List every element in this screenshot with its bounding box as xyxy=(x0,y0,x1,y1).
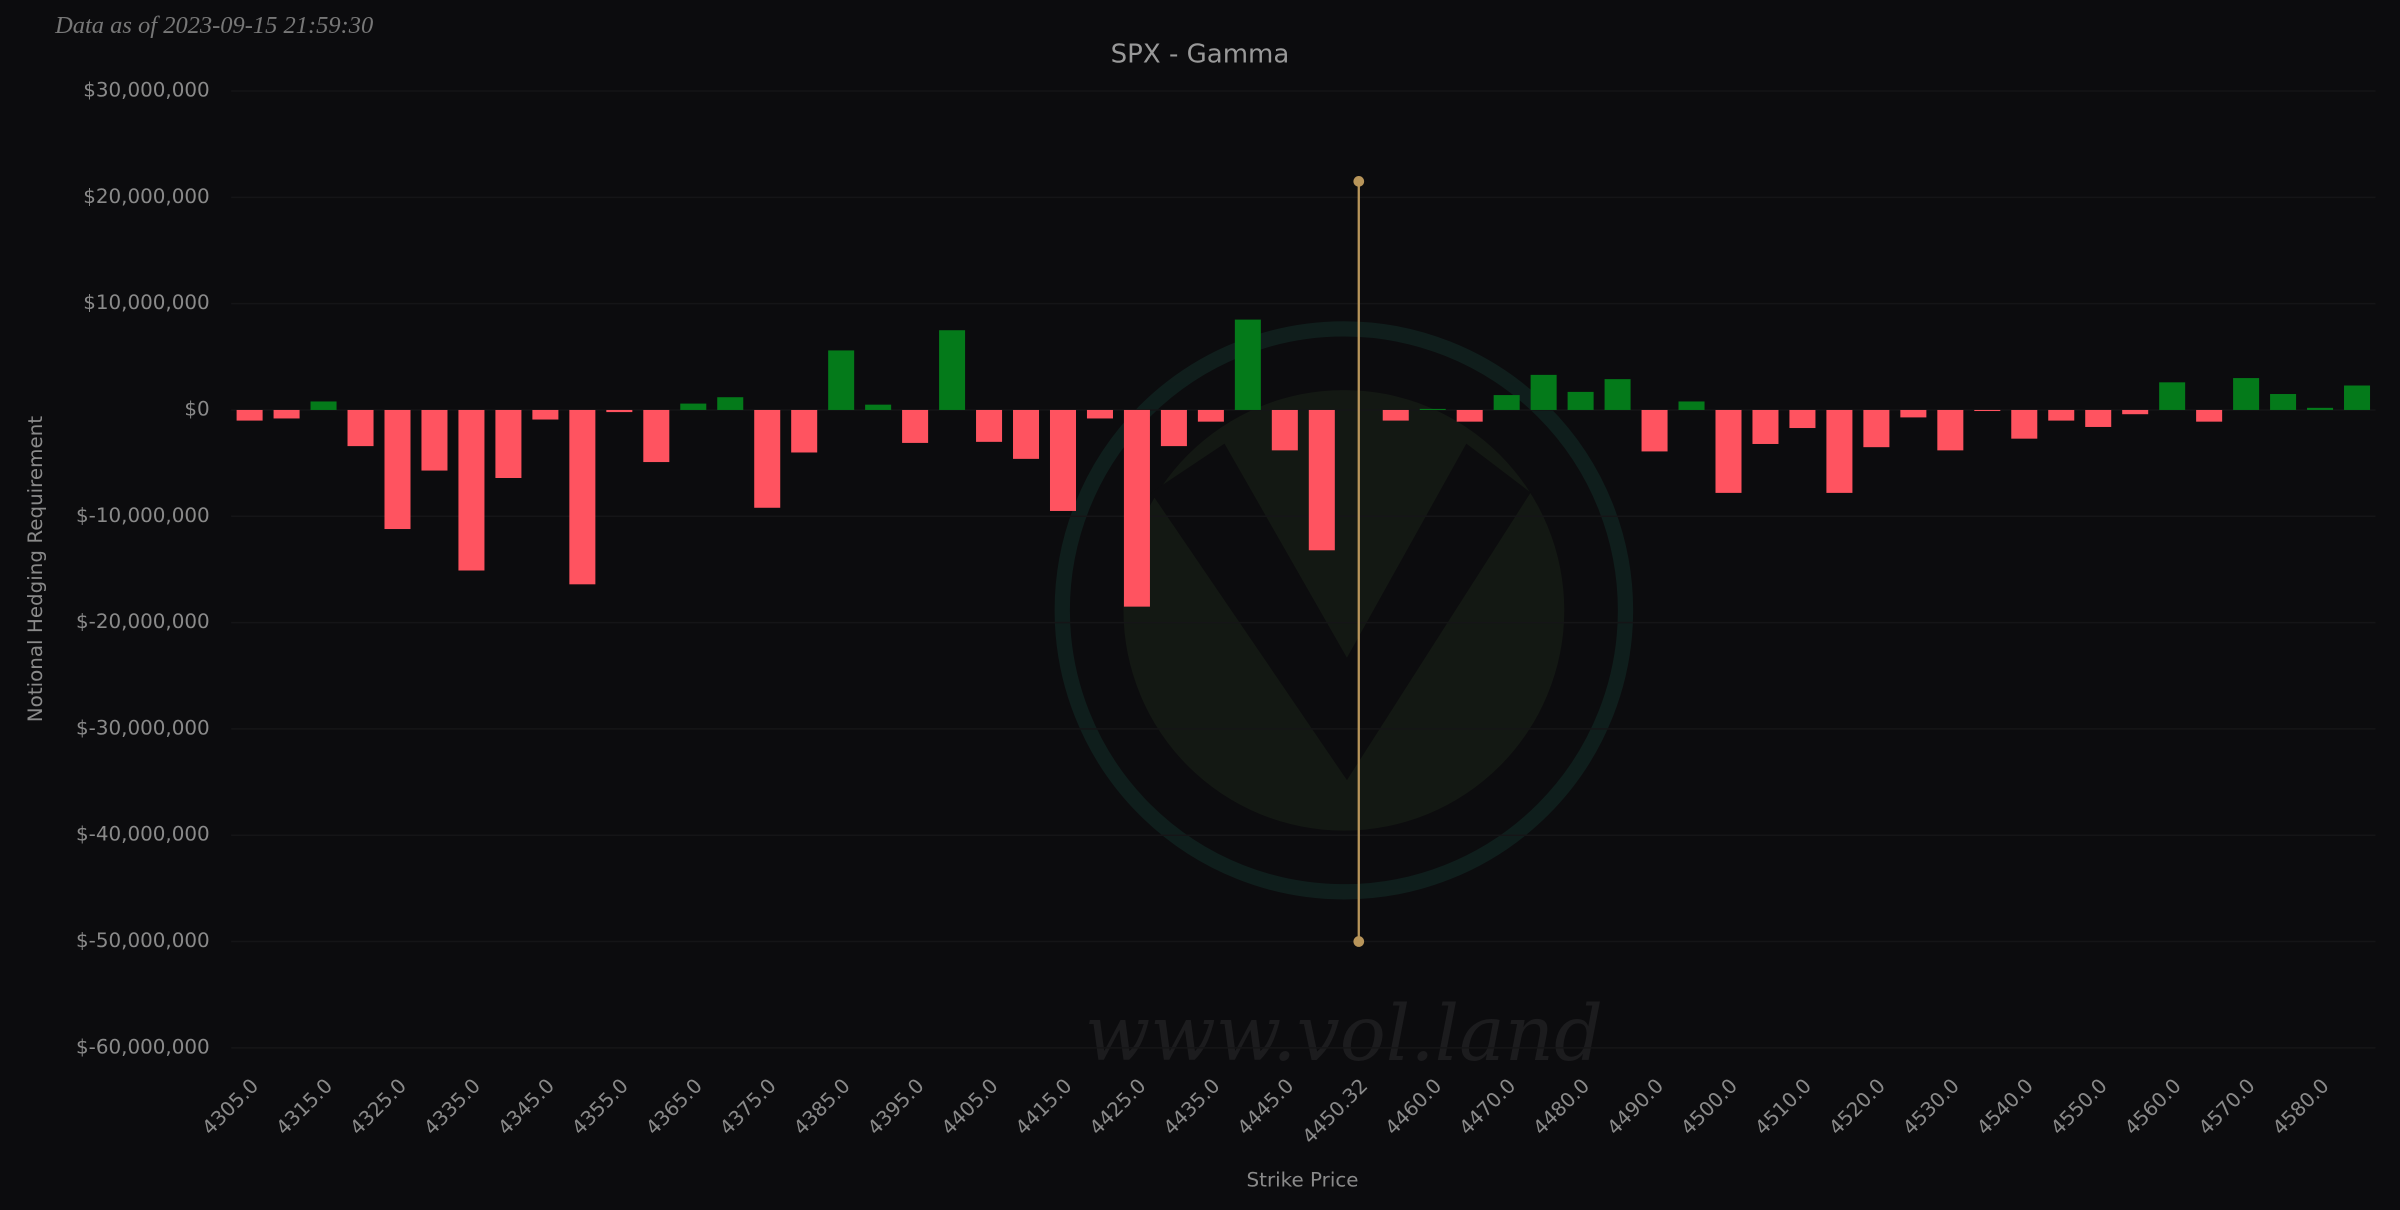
logo-watermark xyxy=(1054,321,1634,900)
bar xyxy=(1974,409,2001,412)
bar xyxy=(643,409,670,463)
y-tick-label: $0 xyxy=(184,397,209,420)
bar xyxy=(569,409,596,585)
bar xyxy=(1863,409,1890,448)
bar xyxy=(1641,409,1668,452)
bar xyxy=(1752,409,1779,444)
logo-ring xyxy=(1054,321,1634,900)
y-tick-label: $-50,000,000 xyxy=(76,929,210,952)
bar xyxy=(1456,409,1483,422)
x-axis-label: Strike Price xyxy=(1247,1168,1359,1191)
bar xyxy=(1382,409,1409,421)
bar xyxy=(1826,409,1853,493)
bar xyxy=(680,403,707,410)
bar xyxy=(273,409,300,419)
bar xyxy=(2011,409,2038,439)
bar xyxy=(1715,409,1742,493)
logo-v xyxy=(1151,443,1531,781)
bar xyxy=(1013,409,1040,459)
bar xyxy=(1160,409,1187,447)
bar xyxy=(2307,407,2334,410)
y-tick-label: $-20,000,000 xyxy=(76,610,210,633)
chart-title: SPX - Gamma xyxy=(1111,40,1290,70)
bar xyxy=(458,409,485,571)
bar xyxy=(2085,409,2112,427)
y-tick-label: $-60,000,000 xyxy=(76,1035,210,1058)
spot-line-end xyxy=(1353,176,1365,187)
bar xyxy=(1123,409,1150,607)
bar xyxy=(1419,408,1446,410)
bar xyxy=(828,350,855,410)
bar xyxy=(2270,394,2297,410)
bar xyxy=(236,409,263,421)
y-axis-label: Notional Hedging Requirement xyxy=(24,416,47,723)
bar xyxy=(1937,409,1964,451)
bar xyxy=(1789,409,1816,429)
bar xyxy=(532,409,559,420)
spot-line-end xyxy=(1353,936,1365,947)
bar xyxy=(1271,409,1298,451)
bar xyxy=(310,401,337,410)
watermark-text: www.vol.land xyxy=(1085,990,1603,1079)
y-tick-label: $20,000,000 xyxy=(83,185,209,208)
timestamp: Data as of 2023-09-15 21:59:30 xyxy=(54,12,373,39)
bar xyxy=(421,409,448,471)
bar xyxy=(754,409,781,508)
bar xyxy=(939,330,966,410)
bar xyxy=(976,409,1003,442)
bar xyxy=(717,397,744,410)
bar xyxy=(2233,378,2260,410)
bar xyxy=(495,409,522,479)
bar xyxy=(2344,385,2371,410)
y-tick-label: $-40,000,000 xyxy=(76,823,210,846)
bar xyxy=(606,409,633,413)
bar xyxy=(1493,395,1520,410)
bar xyxy=(2122,409,2149,415)
bar xyxy=(1197,409,1224,422)
bar xyxy=(1530,374,1557,410)
bar xyxy=(384,409,411,530)
bar xyxy=(1567,391,1594,410)
bar xyxy=(1308,409,1335,551)
bar xyxy=(865,404,892,410)
bar xyxy=(2159,382,2186,410)
bar xyxy=(2196,409,2223,422)
bar xyxy=(1049,409,1077,511)
bar xyxy=(2048,409,2075,421)
y-tick-label: $10,000,000 xyxy=(83,291,209,314)
bar xyxy=(1604,379,1631,410)
bar xyxy=(1234,319,1261,410)
bar xyxy=(1678,401,1705,410)
bar xyxy=(1900,409,1927,418)
bar xyxy=(1086,409,1113,419)
y-tick-label: $-10,000,000 xyxy=(76,504,210,527)
bar xyxy=(791,409,818,453)
bar xyxy=(902,409,929,443)
y-tick-label: $30,000,000 xyxy=(83,79,209,102)
bar xyxy=(347,409,374,447)
y-tick-label: $-30,000,000 xyxy=(76,716,210,739)
